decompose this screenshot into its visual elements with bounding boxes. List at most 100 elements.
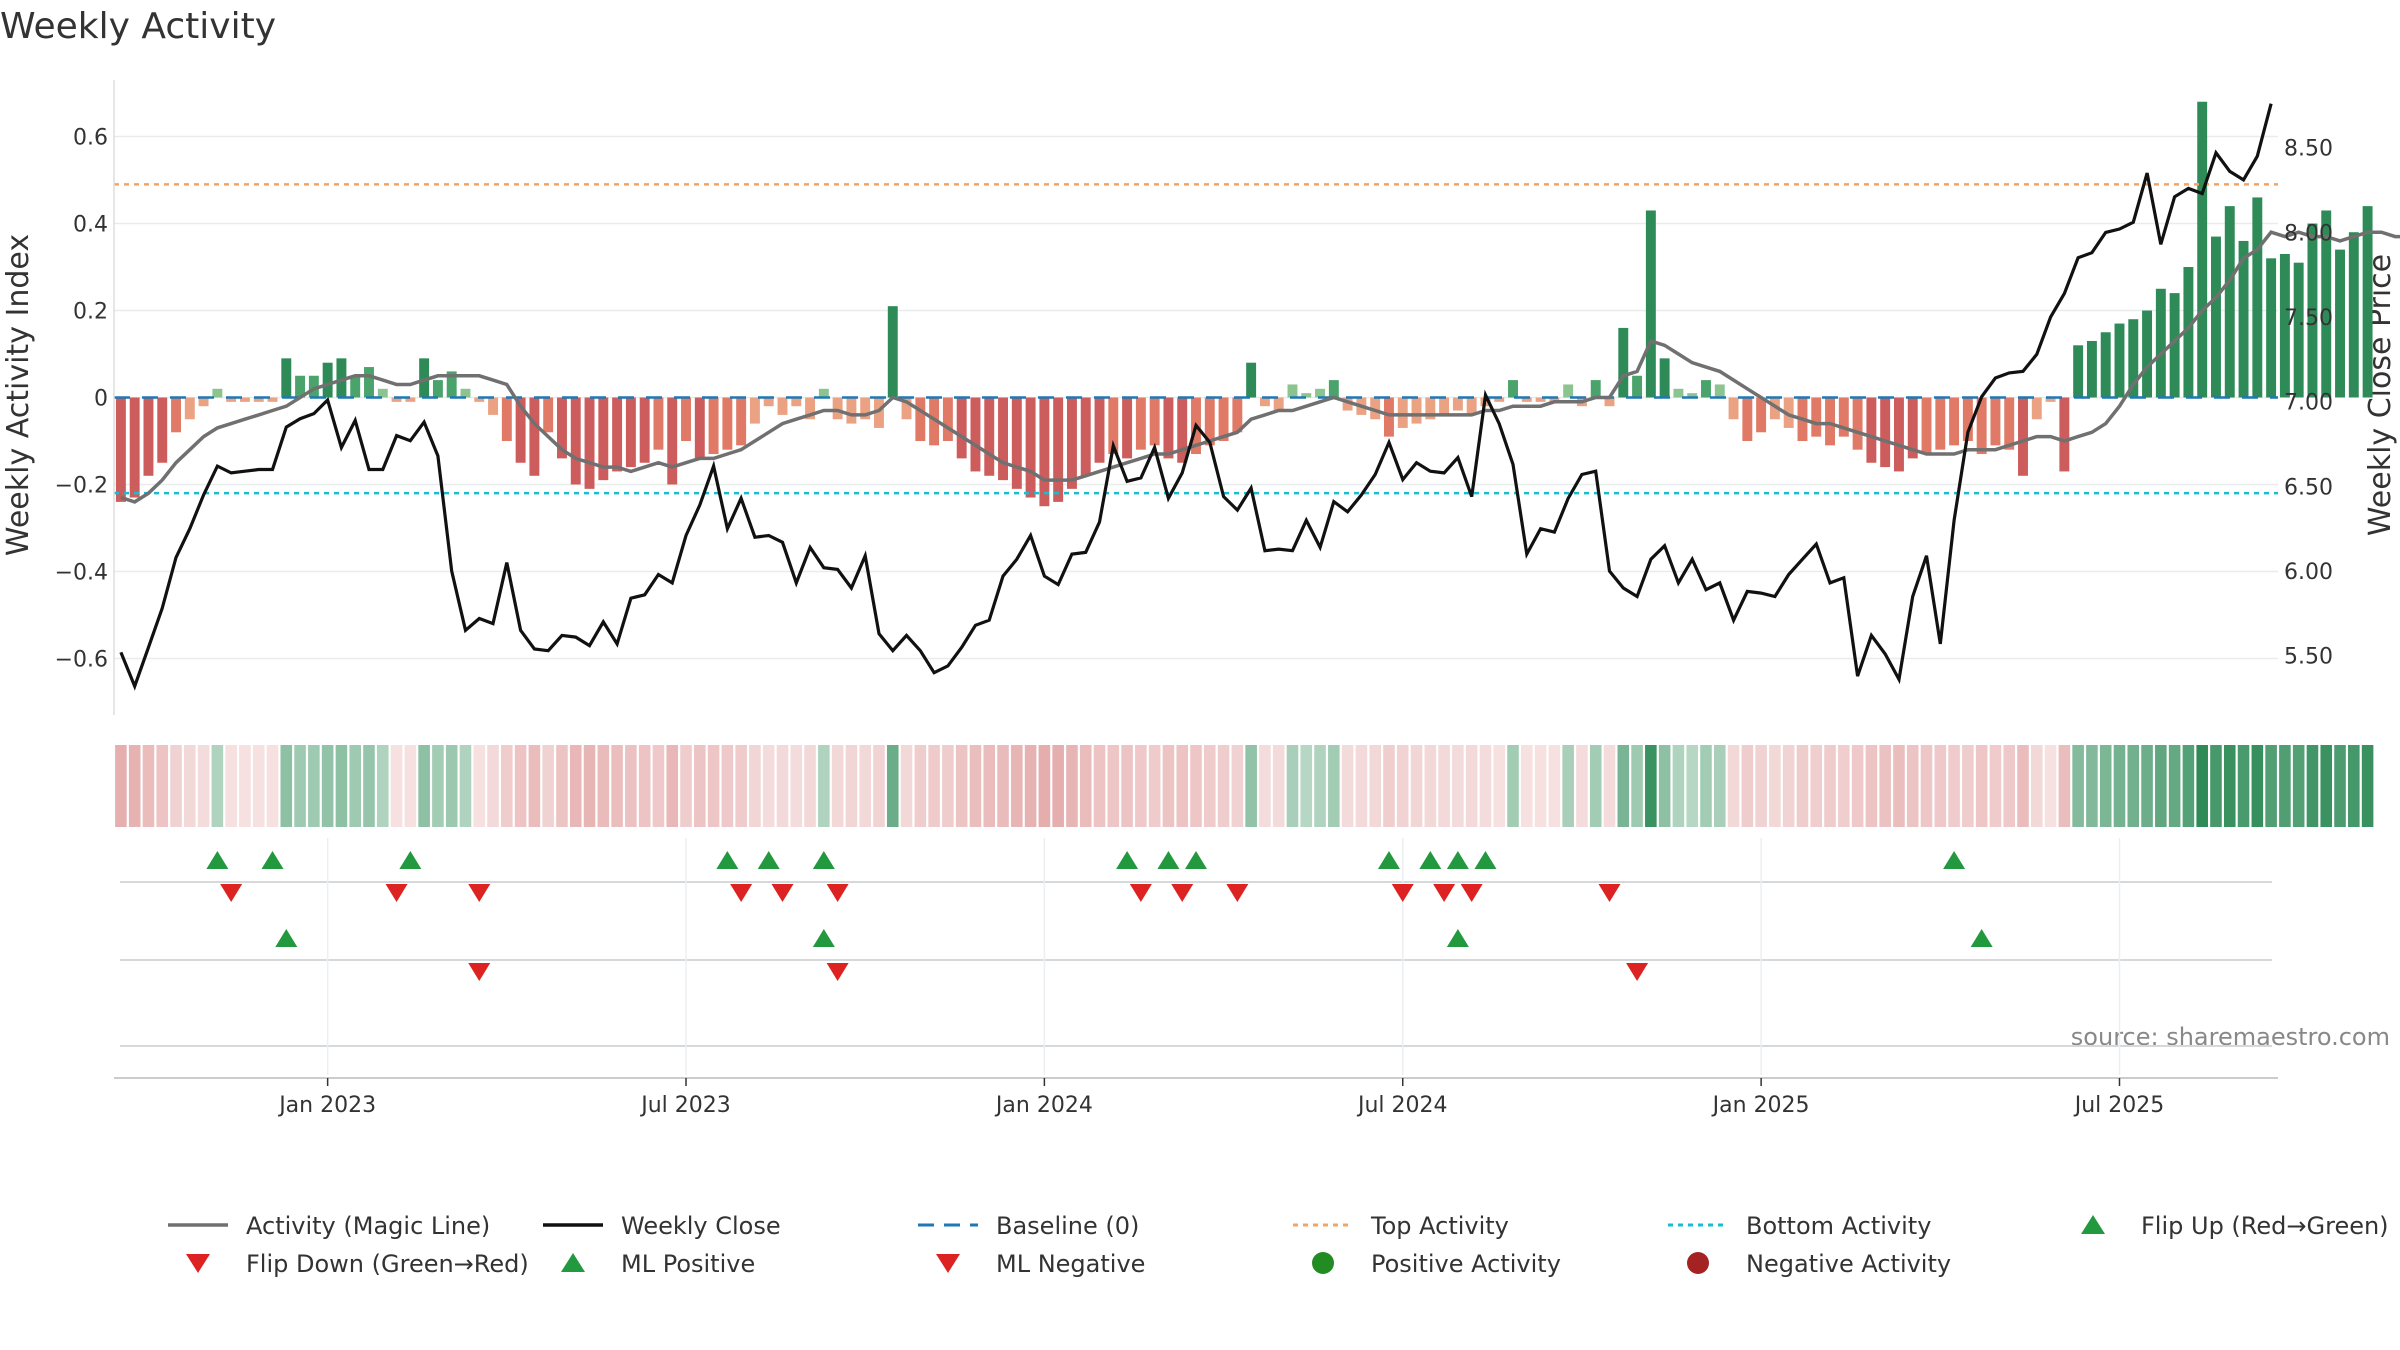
- legend-swatch: [1687, 1252, 1709, 1274]
- heat-strip-cell: [1079, 745, 1092, 827]
- heat-strip-cell: [459, 745, 472, 827]
- heat-strip-cell: [2223, 745, 2236, 827]
- heat-strip-cell: [652, 745, 665, 827]
- heat-strip-cell: [845, 745, 858, 827]
- heat-strip-cell: [1713, 745, 1726, 827]
- heat-strip-cell: [2003, 745, 2016, 827]
- heat-strip-cell: [1562, 745, 1574, 827]
- heat-strip-cell: [1493, 745, 1506, 827]
- activity-bar: [681, 397, 691, 441]
- heat-strip-cell: [1162, 745, 1175, 827]
- flip-down-marker: [1171, 884, 1194, 902]
- legend-label: ML Negative: [996, 1250, 1145, 1278]
- activity-bar: [708, 397, 719, 455]
- heat-strip-cell: [1355, 745, 1368, 827]
- activity-bar: [653, 397, 664, 450]
- legend-label: Bottom Activity: [1746, 1212, 1931, 1240]
- heat-strip-cell: [804, 745, 816, 827]
- heat-strip-cell: [735, 745, 747, 827]
- activity-bar: [1011, 397, 1022, 489]
- heat-strip-cell: [1838, 745, 1850, 827]
- heat-strip-cell: [666, 745, 679, 827]
- activity-bar: [1135, 397, 1146, 450]
- activity-bar: [942, 397, 953, 441]
- activity-bar: [584, 397, 595, 489]
- heat-strip-cell: [1920, 745, 1933, 827]
- legend-label: Weekly Close: [621, 1212, 781, 1240]
- activity-bar: [1632, 375, 1643, 398]
- activity-bar: [377, 388, 388, 398]
- legend-swatch: [936, 1254, 960, 1273]
- activity-bar: [1714, 384, 1725, 398]
- flip-down-marker: [385, 884, 408, 902]
- heat-strip-cell: [156, 745, 169, 827]
- heat-strip-cell: [1686, 745, 1698, 827]
- activity-bar: [1811, 397, 1822, 437]
- flip-down-marker: [468, 884, 491, 902]
- activity-bar: [2114, 323, 2125, 398]
- activity-bar: [405, 397, 416, 402]
- x-tick-label: Jul 2025: [2073, 1093, 2165, 1118]
- heat-strip-cell: [1989, 745, 2002, 827]
- activity-bar: [1425, 397, 1436, 420]
- activity-bar: [1163, 397, 1174, 459]
- x-tick-label: Jul 2024: [1356, 1093, 1448, 1118]
- x-tick-label: Jan 2025: [1711, 1093, 1810, 1118]
- heat-strip-cell: [1066, 745, 1078, 827]
- activity-bar: [818, 388, 829, 398]
- activity-bar: [308, 375, 319, 398]
- heat-strip-cell: [1190, 745, 1202, 827]
- heat-strip-cell: [1452, 745, 1464, 827]
- activity-bar: [1880, 397, 1891, 468]
- activity-bar: [1659, 358, 1670, 398]
- heat-strip-cell: [2334, 745, 2346, 827]
- series-lines: [119, 103, 2400, 691]
- activity-bar: [2045, 397, 2056, 402]
- heat-strip-cell: [1700, 745, 1712, 827]
- flip-down-marker: [1433, 884, 1456, 902]
- heat-strip-cell: [1011, 745, 1023, 827]
- activity-bar: [322, 362, 333, 398]
- activity-bar: [1494, 397, 1505, 402]
- flip-down-marker: [1226, 884, 1249, 902]
- activity-bar: [1728, 397, 1739, 420]
- activity-bar: [1452, 397, 1463, 411]
- heat-strip-cell: [1576, 745, 1588, 827]
- activity-bar: [460, 388, 471, 398]
- activity-bar: [2169, 293, 2180, 398]
- legend-swatch: [561, 1253, 585, 1272]
- activity-bar: [1384, 397, 1394, 437]
- heat-strip-cell: [2196, 745, 2208, 827]
- activity-bar: [1990, 397, 2001, 446]
- y-axis-left-label: Weekly Activity Index: [1, 234, 36, 556]
- y-left-tick-label: −0.2: [55, 473, 108, 498]
- activity-bar: [2348, 232, 2359, 398]
- legend-swatch: [1312, 1252, 1334, 1274]
- activity-bar: [1466, 397, 1477, 415]
- heat-strip-cell: [1038, 745, 1051, 827]
- activity-bar: [2100, 332, 2111, 398]
- flip-up-marker: [716, 851, 739, 869]
- activity-bar: [1866, 397, 1877, 463]
- heat-strip-cell: [1300, 745, 1313, 827]
- ml-negative-marker: [826, 963, 849, 981]
- heat-strip-cell: [1341, 745, 1354, 827]
- activity-bar: [543, 397, 554, 433]
- flip-down-marker: [220, 884, 243, 902]
- legend-label: Flip Down (Green→Red): [246, 1250, 529, 1278]
- activity-bar: [2335, 249, 2345, 398]
- activity-bar: [901, 397, 912, 420]
- flip-down-marker: [826, 884, 849, 902]
- heat-strip-cell: [2155, 745, 2167, 827]
- ml-positive-marker: [812, 929, 835, 947]
- y-left-tick-label: −0.6: [55, 647, 108, 672]
- heat-strip-cell: [266, 745, 279, 827]
- heat-strip-cell: [390, 745, 403, 827]
- activity-bar: [364, 367, 374, 398]
- flip-down-marker: [1598, 884, 1621, 902]
- activity-bar: [1080, 397, 1091, 476]
- activity-bar: [612, 397, 623, 472]
- legend-label: Baseline (0): [996, 1212, 1139, 1240]
- flip-up-marker: [757, 851, 780, 869]
- heat-strip-cell: [886, 745, 899, 827]
